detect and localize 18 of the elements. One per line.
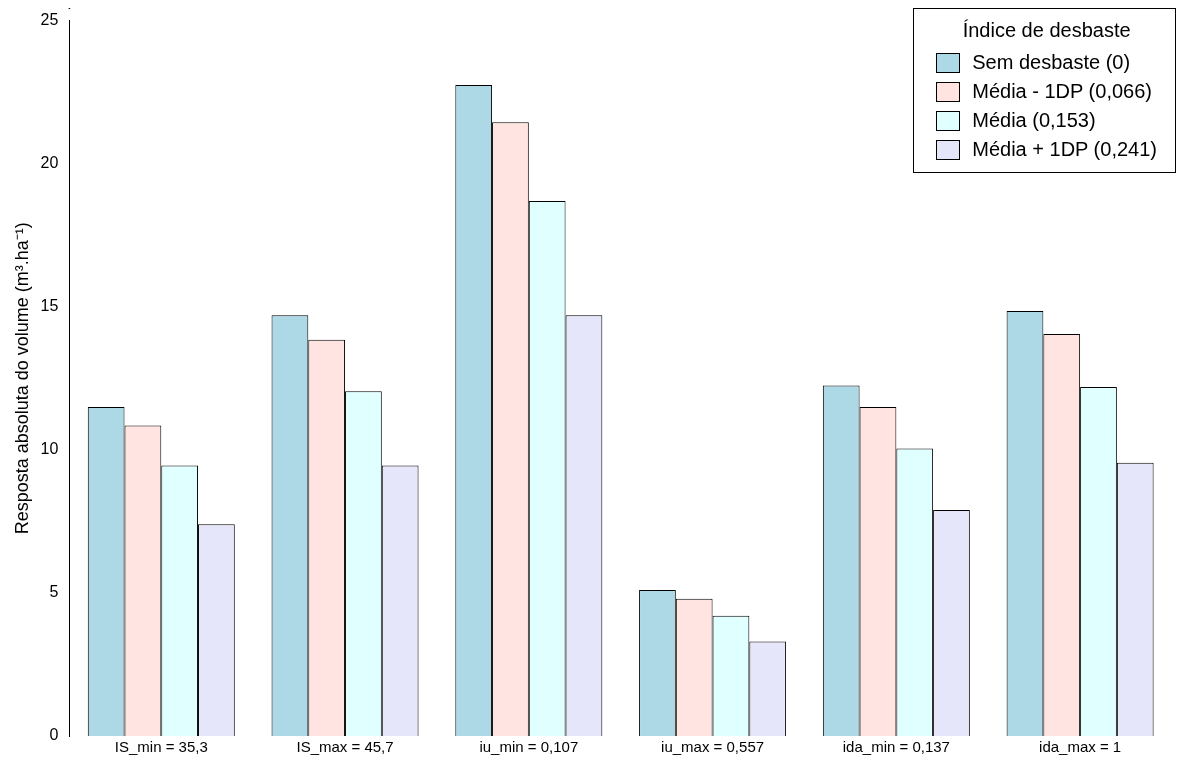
legend-label: Média - 1DP (0,066) (972, 80, 1152, 103)
legend-label: Média (0,153) (972, 109, 1096, 132)
x-tick-label: IS_min = 35,3 (114, 738, 208, 756)
x-tick-label: IS_max = 45,7 (296, 738, 394, 756)
y-tick-label: 25 (40, 11, 59, 29)
y-tick-label: 15 (40, 297, 59, 315)
legend-label: Sem desbaste (0) (972, 51, 1131, 74)
x-tick-label: ida_min = 0,137 (842, 738, 950, 756)
x-tick-label: ida_max = 1 (1039, 738, 1122, 756)
legend-title: Índice de desbaste (961, 19, 1132, 42)
y-tick-label: 5 (49, 583, 59, 601)
legend-label: Média + 1DP (0,241) (972, 138, 1157, 161)
y-axis-title: Resposta absoluta do volume (m³.ha⁻¹) (11, 222, 32, 535)
y-tick-label: 20 (40, 154, 59, 172)
x-tick-label: iu_min = 0,107 (479, 738, 579, 756)
x-tick-label: iu_max = 0,557 (661, 738, 765, 756)
y-tick-label: 0 (49, 726, 59, 744)
y-tick-label: 10 (40, 440, 59, 458)
